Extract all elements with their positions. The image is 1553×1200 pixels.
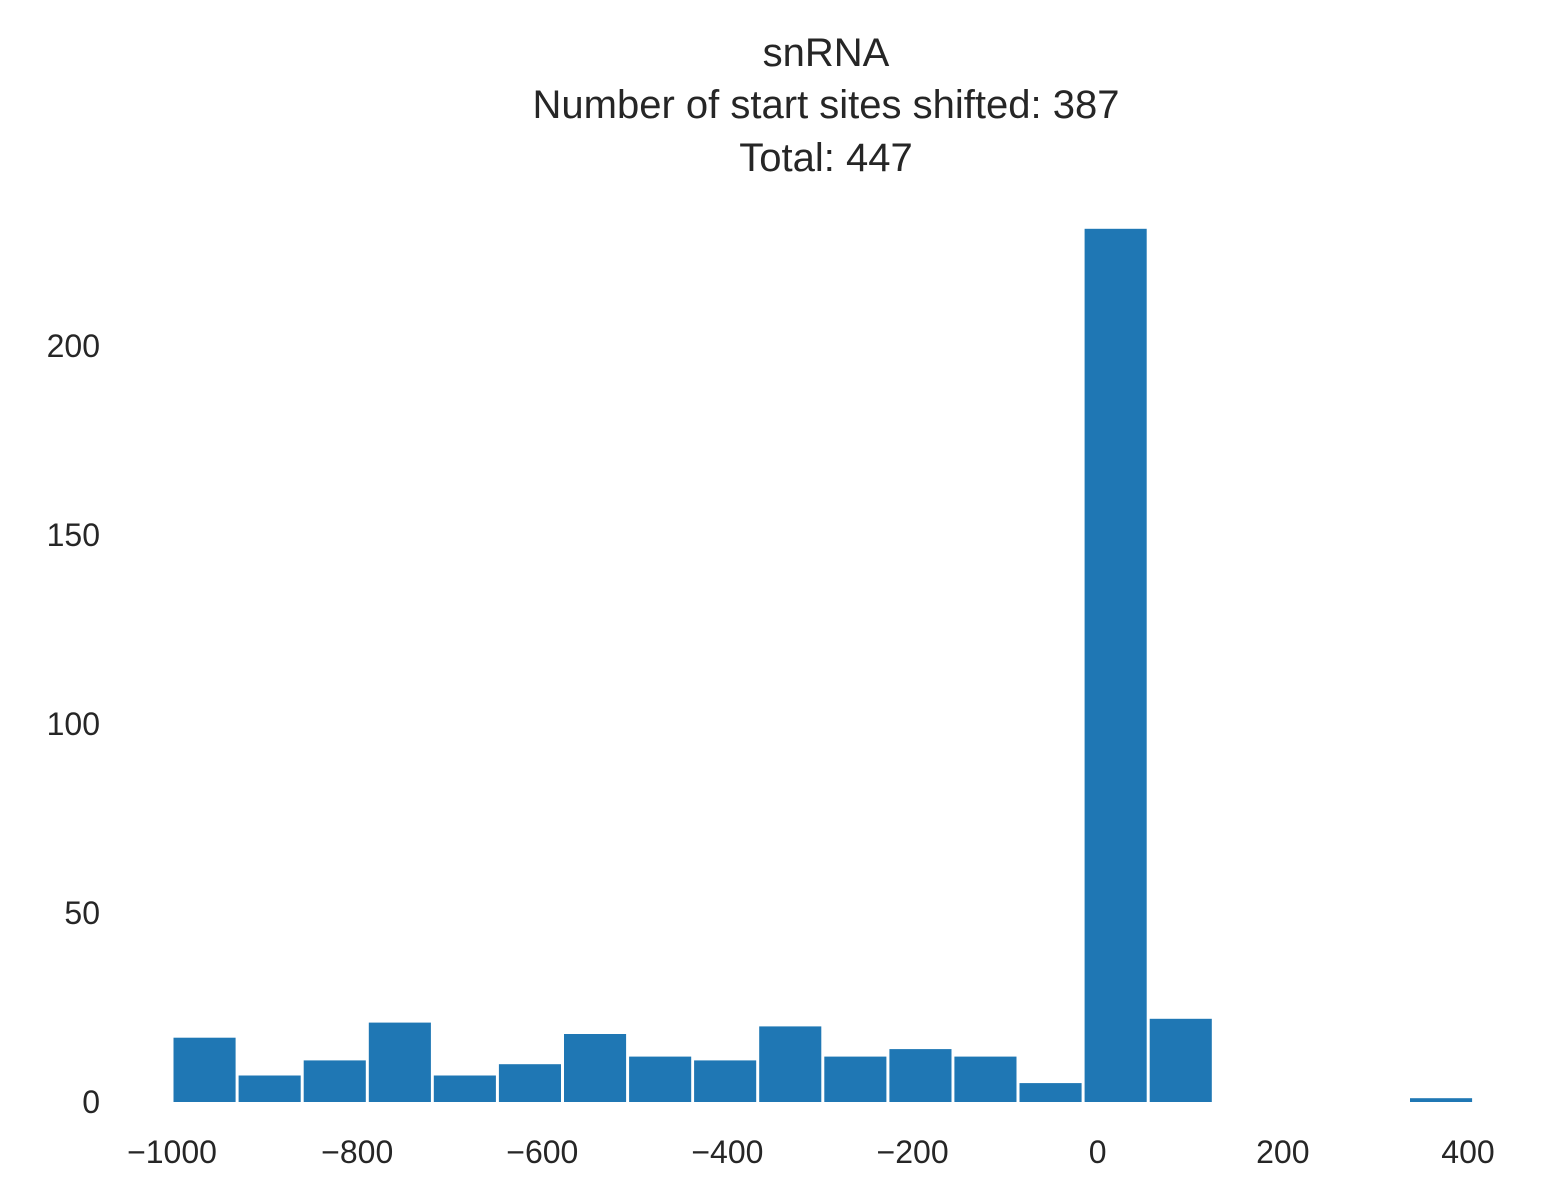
histogram-bar-10 bbox=[824, 1056, 887, 1102]
histogram-bar-19 bbox=[1410, 1098, 1473, 1102]
histogram-bar-6 bbox=[564, 1034, 627, 1102]
histogram-bar-1 bbox=[238, 1075, 301, 1102]
histogram-bar-11 bbox=[889, 1049, 952, 1102]
histogram-bar-8 bbox=[694, 1060, 757, 1102]
histogram-bar-5 bbox=[498, 1064, 561, 1102]
x-tick-label-7: 400 bbox=[1441, 1134, 1494, 1170]
histogram-bar-12 bbox=[954, 1056, 1017, 1102]
histogram-bar-14 bbox=[1084, 228, 1147, 1103]
x-tick-label-4: −200 bbox=[877, 1134, 949, 1170]
histogram-bar-9 bbox=[759, 1026, 822, 1102]
x-tick-label-5: 0 bbox=[1089, 1134, 1107, 1170]
y-tick-label-4: 200 bbox=[47, 328, 100, 364]
y-tick-labels: 0 50 100 150 200 bbox=[47, 328, 100, 1120]
chart-title-line-2: Number of start sites shifted: 387 bbox=[533, 83, 1120, 127]
histogram-bar-3 bbox=[368, 1022, 431, 1102]
histogram-bar-4 bbox=[433, 1075, 496, 1102]
y-tick-label-1: 50 bbox=[64, 895, 100, 931]
bars-group bbox=[173, 228, 1473, 1103]
x-tick-label-3: −400 bbox=[691, 1134, 763, 1170]
y-tick-label-0: 0 bbox=[82, 1084, 100, 1120]
y-tick-label-3: 150 bbox=[47, 517, 100, 553]
histogram-bar-7 bbox=[629, 1056, 692, 1102]
x-tick-label-2: −600 bbox=[506, 1134, 578, 1170]
y-tick-label-2: 100 bbox=[47, 706, 100, 742]
histogram-bar-13 bbox=[1019, 1083, 1082, 1102]
chart-title-line-3: Total: 447 bbox=[739, 136, 912, 180]
chart-title-line-1: snRNA bbox=[763, 31, 890, 75]
x-tick-label-1: −800 bbox=[321, 1134, 393, 1170]
histogram-bar-15 bbox=[1149, 1018, 1212, 1102]
x-tick-label-0: −1000 bbox=[127, 1134, 217, 1170]
x-tick-label-6: 200 bbox=[1256, 1134, 1309, 1170]
histogram-bar-2 bbox=[303, 1060, 366, 1102]
x-tick-labels: −1000 −800 −600 −400 −200 0 200 400 bbox=[127, 1134, 1495, 1170]
histogram-bar-0 bbox=[173, 1037, 236, 1102]
